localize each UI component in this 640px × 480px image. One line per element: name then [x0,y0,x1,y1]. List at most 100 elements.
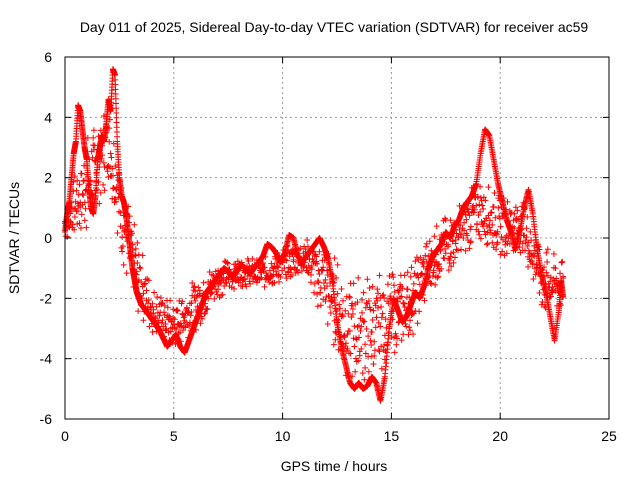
data-point [399,285,406,292]
data-point [448,263,455,270]
data-point [448,233,455,240]
data-point [474,194,481,201]
data-point [173,306,180,313]
data-point [496,197,503,204]
data-point [445,241,452,248]
data-point [542,304,549,311]
data-point [119,233,126,240]
data-point [362,364,369,371]
data-point [311,289,318,296]
data-point [65,205,72,212]
data-point [151,289,158,296]
data-point [343,372,350,379]
data-point [115,194,122,201]
data-point [271,279,278,286]
data-point [522,238,529,245]
data-point [158,319,165,326]
data-point [376,272,383,279]
data-point [381,294,388,301]
data-point [80,178,87,185]
data-point [330,272,337,279]
data-point [467,239,474,246]
data-point [122,227,129,234]
data-point [395,319,402,326]
data-point [67,218,74,225]
data-point [535,243,542,250]
data-point [474,220,481,227]
data-point [365,333,372,340]
data-point [525,263,532,270]
data-point [83,224,90,231]
data-point [375,319,382,326]
y-tick-label: -2 [40,290,53,306]
data-point [188,308,195,315]
data-point [258,274,265,281]
data-point [476,201,483,208]
data-point [511,225,518,232]
data-point [384,339,391,346]
data-point [368,328,375,335]
data-point [314,277,321,284]
data-point [531,253,538,260]
data-point [419,271,426,278]
data-point [338,285,345,292]
data-point [407,317,414,324]
data-point [370,360,377,367]
data-point [327,303,334,310]
data-point [374,286,381,293]
data-point [137,265,144,272]
data-point [355,274,362,281]
data-point [97,189,104,196]
data-point [307,271,314,278]
data-point [136,292,143,299]
data-point [399,317,406,324]
data-point [109,165,116,172]
data-point [86,156,93,163]
data-point [342,307,349,314]
data-point [167,297,174,304]
data-point [401,272,408,279]
data-point [191,283,198,290]
data-point [260,259,267,266]
data-point [420,256,427,263]
data-point [373,295,380,302]
data-point [89,191,96,198]
data-point [100,159,107,166]
data-point [547,293,554,300]
data-point [76,220,83,227]
x-tick-label: 0 [61,428,69,444]
data-point [81,217,88,224]
data-point [353,358,360,365]
data-point [304,243,311,250]
data-point [156,312,163,319]
y-axis: -6 -4 -2 0 2 4 6 [40,49,609,427]
data-point [172,331,179,338]
data-point [116,190,123,197]
data-point [177,338,184,345]
data-point [357,328,364,335]
data-point [348,314,355,321]
data-point [129,230,136,237]
data-point [544,246,551,253]
data-point [536,289,543,296]
data-point [103,129,110,136]
data-point [313,253,320,260]
data-point [336,329,343,336]
data-point [497,223,504,230]
data-point [349,373,356,380]
data-point [71,213,78,220]
data-point [462,247,469,254]
data-point [420,263,427,270]
data-point [503,250,510,257]
data-point [195,284,202,291]
data-point [554,285,561,292]
data-point [396,318,403,325]
data-point [77,224,84,231]
data-point [530,275,537,282]
data-point [133,271,140,278]
data-point [441,236,448,243]
data-points [62,66,567,404]
data-point [417,254,424,261]
data-point [138,295,145,302]
